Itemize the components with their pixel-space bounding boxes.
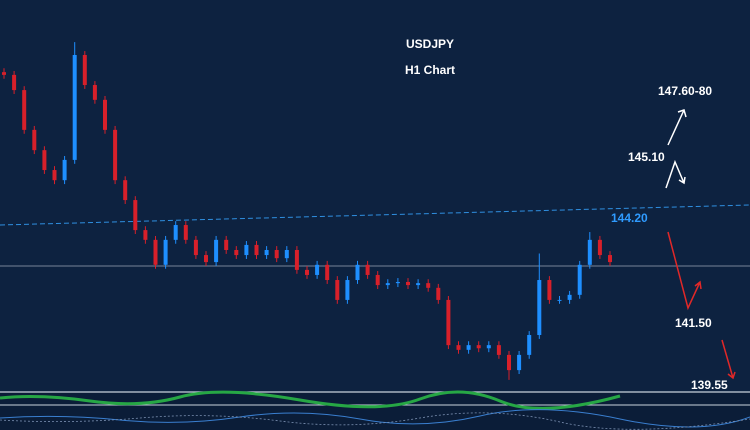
candle-body	[375, 274, 380, 286]
candle-body	[436, 287, 441, 300]
level-label: 145.10	[628, 150, 665, 164]
arrows-up	[665, 109, 687, 189]
candle-body	[325, 264, 330, 281]
candle-body	[224, 239, 229, 250]
candle-body	[385, 283, 390, 286]
candle-body	[426, 283, 431, 288]
arrows-down	[667, 231, 736, 380]
candle-body	[62, 159, 67, 181]
candle-body	[406, 281, 410, 286]
candle-body	[305, 269, 309, 275]
candle-body	[446, 299, 451, 346]
candle-body	[587, 239, 592, 265]
candle-body	[294, 249, 299, 270]
candle-body	[365, 264, 370, 275]
candle-body	[12, 74, 17, 91]
candle-body	[486, 345, 491, 349]
candle-body	[72, 54, 77, 160]
candle-body	[466, 345, 471, 350]
timeframe: H1 Chart	[405, 63, 455, 77]
candle-body	[496, 345, 501, 355]
symbol: USDJPY	[406, 37, 454, 51]
candle-body	[103, 99, 107, 130]
candle-body	[173, 225, 178, 240]
candle-body	[315, 264, 320, 275]
candle-body	[234, 249, 239, 256]
candle-body	[264, 249, 269, 256]
candle-body	[274, 249, 279, 259]
candle-body	[204, 255, 208, 263]
candle-body	[577, 264, 582, 295]
candle-body	[42, 150, 47, 171]
candle-body	[517, 354, 522, 371]
candle-body	[567, 294, 572, 300]
target-label: 147.60-80	[658, 84, 712, 98]
level-label: 144.20	[611, 211, 648, 225]
candle-body	[456, 345, 461, 350]
candle-body	[183, 225, 188, 240]
indicator-histogram	[0, 390, 621, 410]
candle-body	[244, 244, 249, 256]
candle-body	[284, 249, 289, 259]
candle-body	[557, 299, 562, 301]
level-label: 139.55	[691, 378, 728, 392]
candle-body	[22, 90, 27, 130]
candle-body	[254, 244, 259, 256]
indicator-line	[0, 412, 750, 430]
indicator-line	[0, 409, 750, 428]
indicator-bg	[0, 392, 750, 430]
candle-body	[527, 335, 532, 355]
candle-body	[335, 280, 340, 300]
candle-body	[537, 280, 542, 336]
candle-body	[82, 54, 87, 86]
candle-body	[345, 280, 350, 300]
candle-body	[214, 239, 219, 263]
trend-line	[0, 204, 750, 226]
candle-body	[2, 72, 6, 75]
candle-body	[476, 345, 481, 349]
indicator-panel	[0, 390, 750, 430]
candle-body	[133, 200, 138, 231]
candle-body	[355, 264, 360, 281]
candle-body	[507, 354, 511, 371]
candle-body	[32, 129, 37, 151]
candle-body	[52, 170, 57, 181]
candle-body	[143, 230, 148, 240]
candle-body	[416, 283, 421, 286]
level-label: 141.50	[675, 316, 712, 330]
candle-body	[153, 239, 158, 265]
candle-body	[597, 239, 602, 256]
candle-body	[193, 239, 198, 256]
candle-body	[163, 239, 168, 265]
candle-body	[547, 280, 552, 300]
candle-body	[123, 180, 128, 201]
candle-body	[113, 129, 118, 181]
candle-body	[92, 85, 97, 100]
candle-body	[608, 255, 612, 263]
candle-body	[395, 281, 400, 284]
